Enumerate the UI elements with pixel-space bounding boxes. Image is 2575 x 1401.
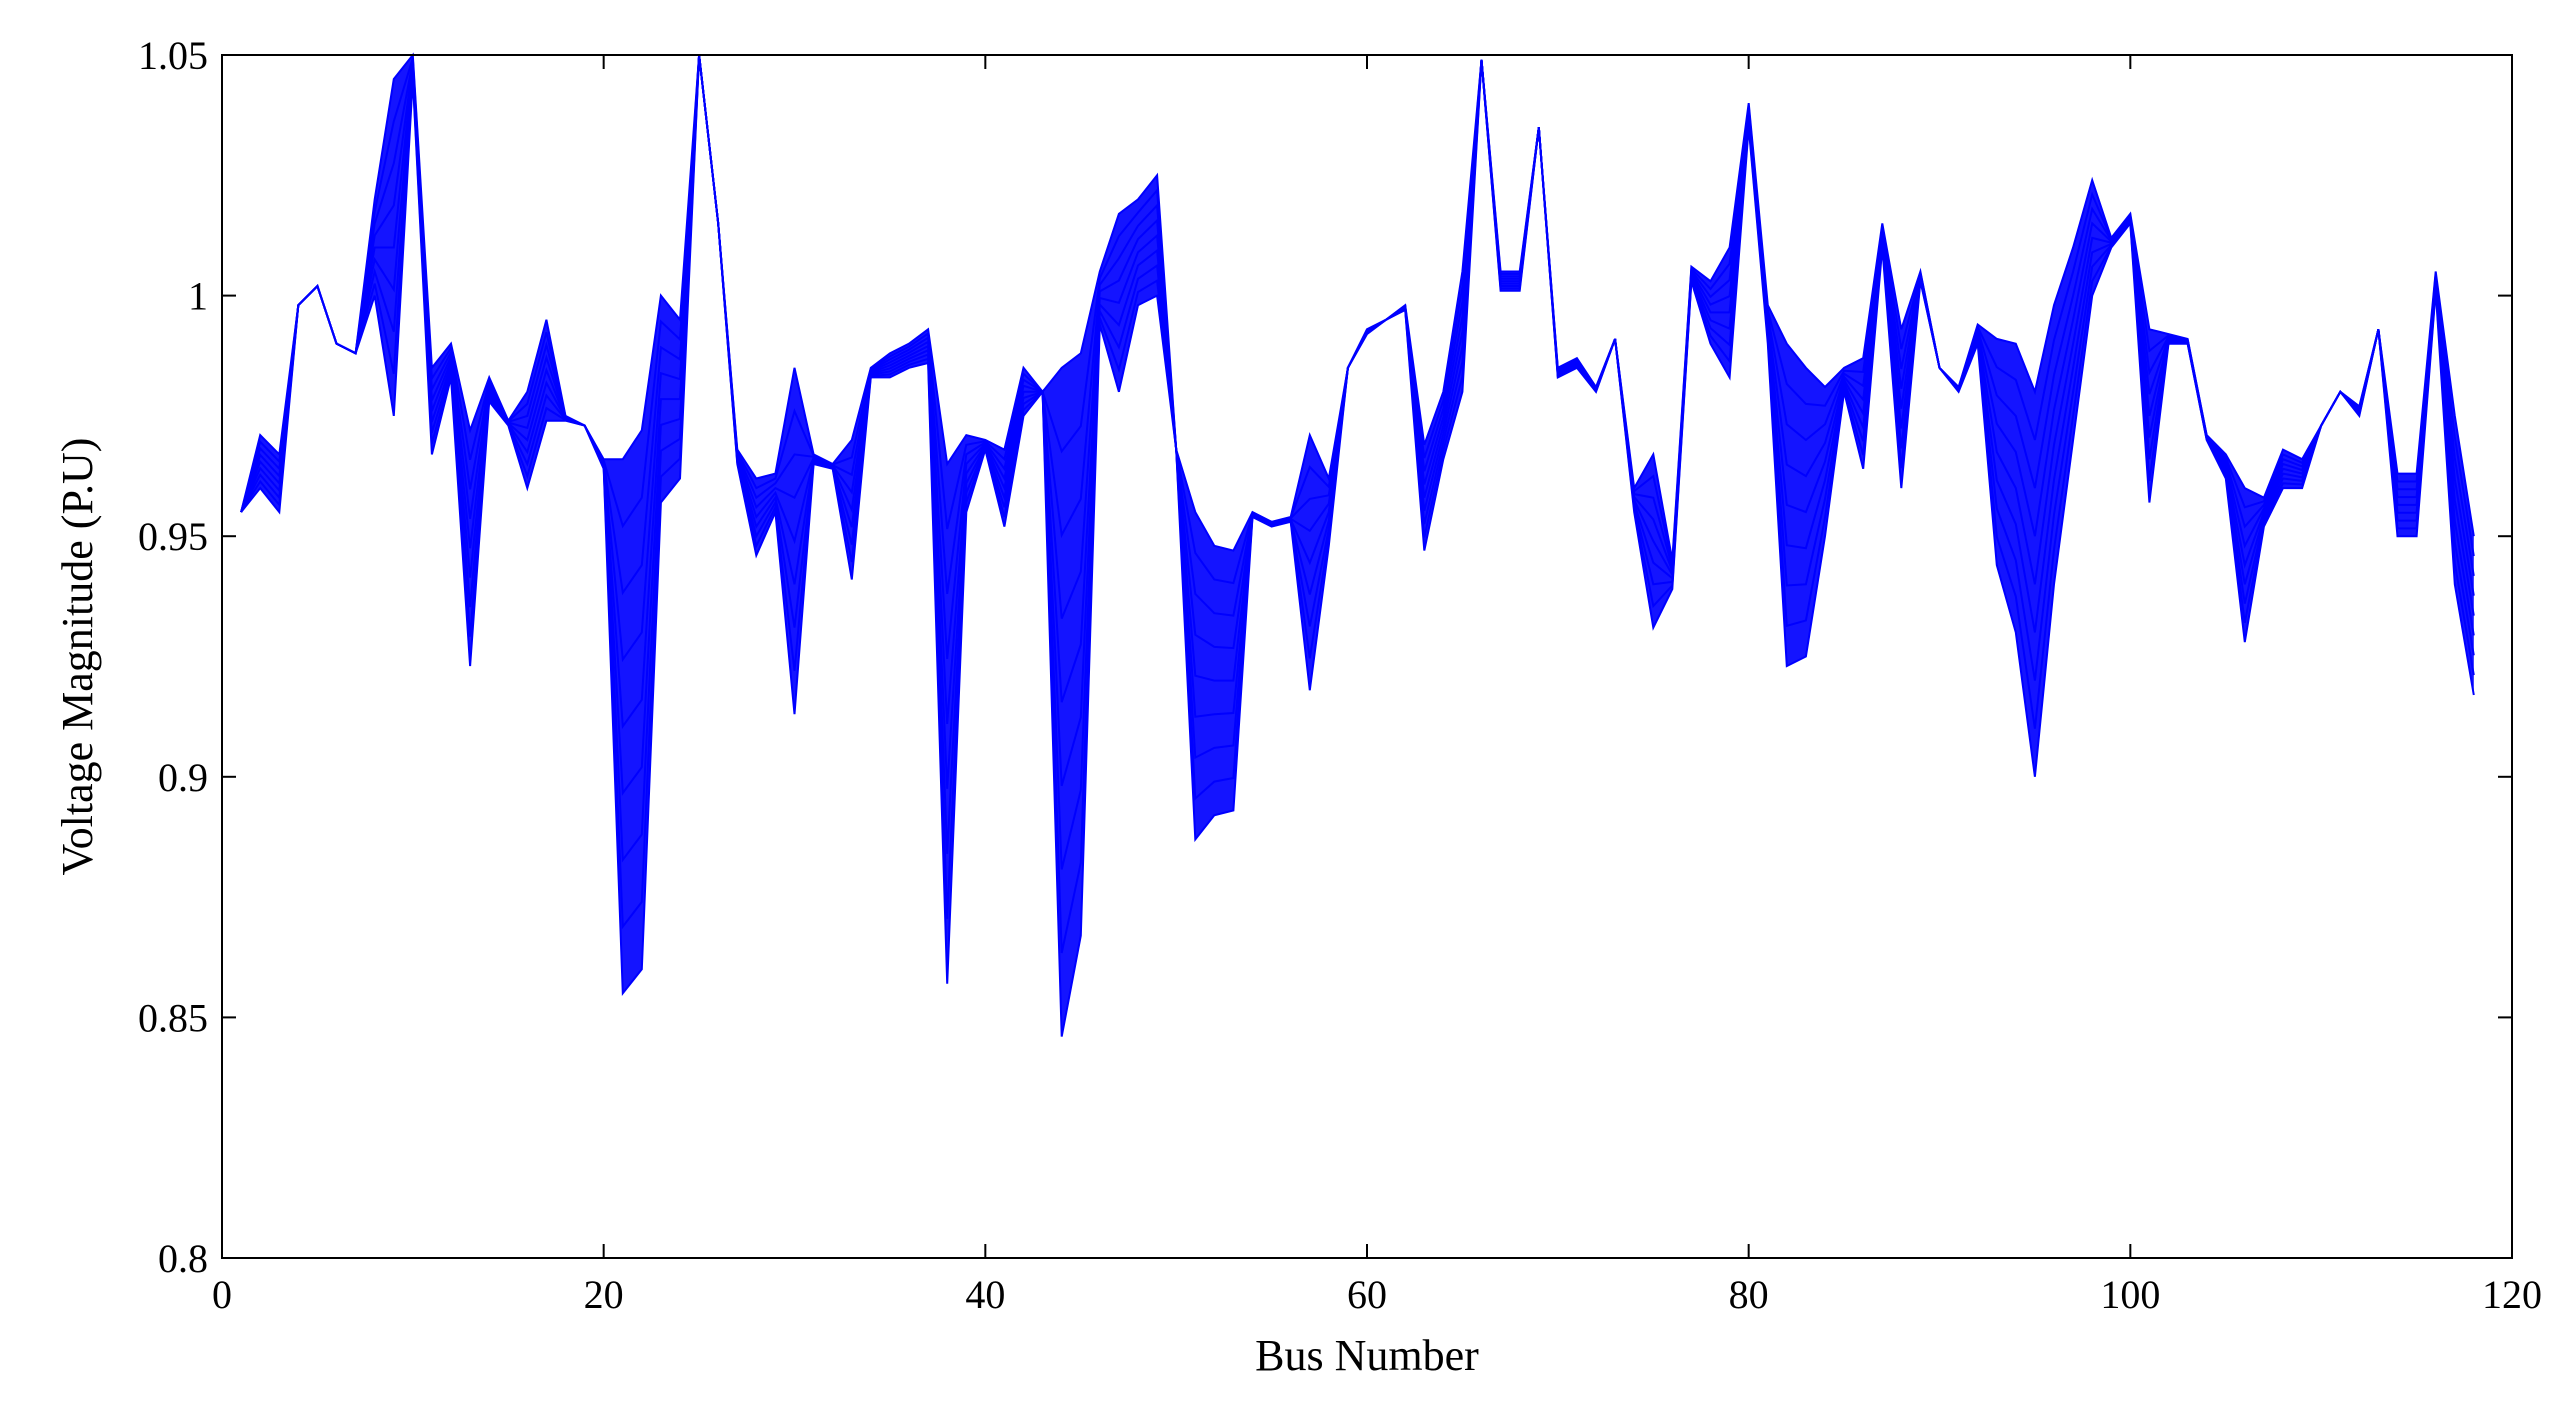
x-tick-label: 100 — [2100, 1272, 2160, 1317]
voltage-profile-line-1 — [240, 54, 2475, 954]
axis-tick-labels-group: 0 20 40 60 80 100 120 0.8 0.85 0.9 0.95 1 1.05 — [138, 33, 2542, 1317]
x-tick-label: 40 — [965, 1272, 1005, 1317]
voltage-profile-line-0 — [240, 54, 2475, 1037]
x-tick-label: 120 — [2482, 1272, 2542, 1317]
y-tick-label: 0.85 — [138, 995, 208, 1040]
voltage-profile-line-8 — [240, 52, 2475, 561]
voltage-band-group — [241, 55, 2474, 1037]
y-tick-label: 0.9 — [158, 755, 208, 800]
y-tick-label: 0.8 — [158, 1236, 208, 1281]
plot-area-frame — [221, 54, 2513, 1259]
voltage-lines-group — [240, 52, 2475, 1037]
x-tick-label: 0 — [212, 1272, 232, 1317]
x-tick-label: 80 — [1729, 1272, 1769, 1317]
x-tick-label: 20 — [584, 1272, 624, 1317]
x-axis-label: Bus Number — [1255, 1331, 1479, 1380]
axis-ticks-group — [221, 54, 2513, 1259]
y-tick-label: 0.95 — [138, 514, 208, 559]
x-tick-label: 60 — [1347, 1272, 1387, 1317]
voltage-profile-line-4 — [240, 54, 2475, 730]
voltage-profile-line-2 — [240, 54, 2475, 870]
y-axis-label: Voltage Magnitude (P.U) — [53, 438, 102, 876]
y-tick-label: 1 — [188, 274, 208, 319]
y-tick-label: 1.05 — [138, 33, 208, 78]
voltage-envelope-band — [241, 55, 2474, 1037]
